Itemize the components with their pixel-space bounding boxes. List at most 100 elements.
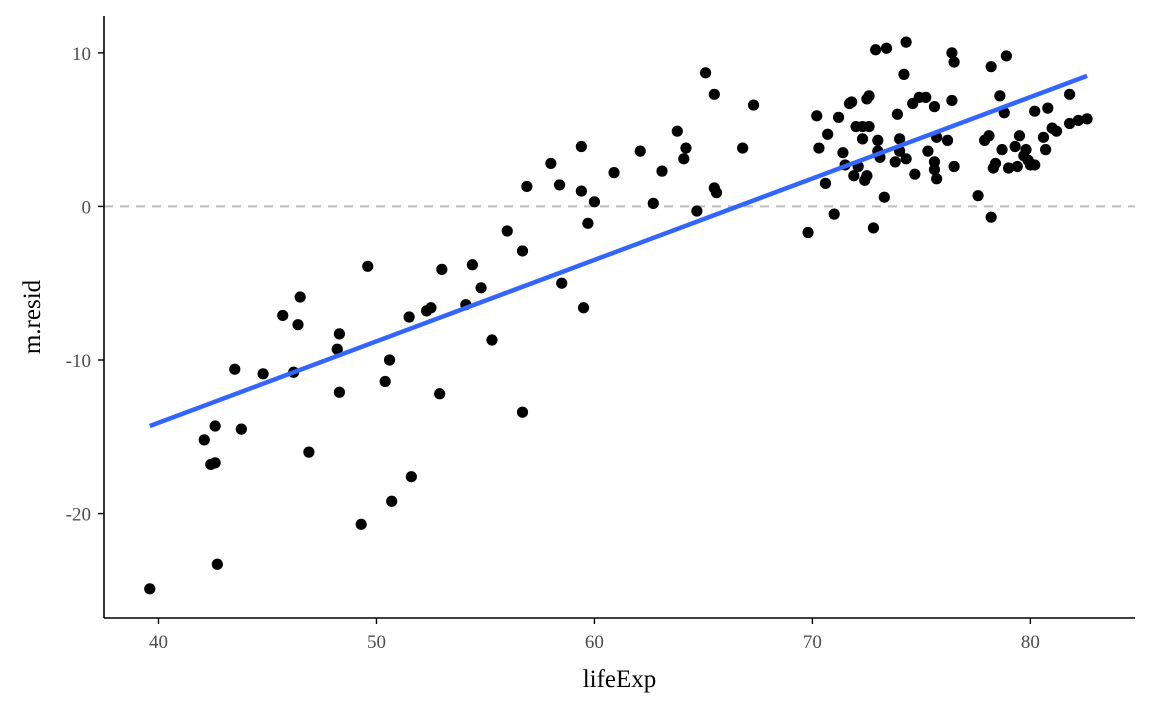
data-point	[678, 153, 690, 165]
data-point	[1029, 159, 1041, 171]
data-point	[553, 179, 566, 191]
data-point	[1020, 144, 1032, 156]
data-point	[889, 156, 901, 168]
data-point	[671, 125, 683, 137]
data-point	[983, 130, 995, 142]
data-point	[802, 226, 814, 239]
data-point	[405, 471, 417, 483]
data-point	[846, 96, 858, 108]
data-point	[848, 170, 860, 182]
data-point	[920, 91, 932, 103]
data-point	[379, 375, 391, 388]
y-tick-label: 10	[72, 44, 91, 65]
data-point	[872, 134, 884, 146]
data-point	[333, 328, 346, 340]
data-point	[1000, 50, 1012, 62]
data-point	[144, 583, 156, 595]
data-point	[209, 457, 221, 469]
data-point	[922, 145, 934, 157]
data-point	[811, 110, 823, 122]
data-point	[1064, 88, 1076, 100]
data-point	[211, 558, 223, 570]
data-point	[737, 142, 749, 154]
x-tick-label: 40	[149, 632, 168, 653]
data-point	[1042, 102, 1054, 114]
data-point	[928, 163, 941, 176]
data-point	[1009, 140, 1021, 153]
data-point	[475, 282, 487, 294]
data-point	[946, 47, 958, 59]
data-point	[1013, 130, 1026, 142]
x-tick-label: 50	[367, 632, 386, 653]
data-point	[575, 140, 587, 153]
data-point	[996, 144, 1008, 156]
y-tick-label: -20	[66, 505, 91, 526]
data-point	[656, 165, 668, 177]
y-tick-label: 0	[82, 197, 92, 218]
x-tick-label: 70	[803, 632, 822, 653]
data-point	[1029, 105, 1041, 117]
data-point	[209, 420, 221, 432]
data-point	[680, 142, 692, 154]
data-point	[941, 134, 954, 146]
data-point	[333, 386, 346, 398]
data-point	[486, 334, 498, 346]
data-point	[575, 185, 587, 197]
data-point	[747, 99, 760, 111]
data-point	[386, 495, 398, 507]
x-axis-ticks: 40 50 60 70 80	[149, 618, 1040, 653]
data-point	[577, 302, 590, 314]
data-point	[822, 128, 834, 140]
data-point	[931, 173, 943, 185]
data-point	[891, 108, 904, 120]
data-point	[608, 167, 620, 179]
data-point	[989, 157, 1002, 170]
data-point	[436, 263, 448, 275]
data-point	[556, 277, 568, 289]
data-point	[1011, 160, 1023, 173]
data-point	[985, 211, 997, 223]
data-point	[434, 388, 446, 400]
data-point	[292, 319, 304, 331]
data-point	[294, 291, 306, 303]
data-point	[691, 205, 703, 217]
y-tick-label: -10	[66, 351, 91, 372]
data-point	[582, 217, 594, 229]
data-point	[362, 260, 374, 272]
data-point	[948, 56, 960, 68]
data-point	[994, 90, 1006, 102]
data-point	[403, 311, 415, 323]
data-point	[545, 157, 557, 170]
data-point	[588, 196, 601, 208]
data-point	[1040, 144, 1052, 156]
data-point	[257, 368, 269, 380]
data-point	[856, 133, 869, 145]
data-point	[516, 245, 529, 257]
data-point	[880, 42, 893, 54]
data-point	[861, 170, 873, 182]
data-point	[1064, 117, 1076, 130]
data-point	[948, 160, 960, 173]
x-tick-label: 80	[1021, 632, 1040, 653]
regression-fit-line	[148, 73, 1088, 429]
data-point	[708, 88, 720, 100]
data-point	[898, 68, 910, 80]
data-point	[867, 222, 880, 234]
data-point	[863, 120, 875, 133]
data-point	[647, 197, 659, 209]
data-point	[383, 354, 396, 366]
data-point	[710, 187, 723, 199]
data-point	[813, 142, 825, 154]
data-point	[634, 145, 646, 157]
data-points	[144, 36, 1093, 595]
data-point	[303, 446, 315, 458]
data-point	[1050, 125, 1063, 137]
data-point	[425, 302, 437, 314]
data-point	[1081, 113, 1093, 125]
y-axis-ticks: -20 -10 0 10	[66, 44, 104, 526]
data-point	[828, 208, 840, 220]
data-point	[331, 343, 343, 355]
data-point	[1072, 114, 1084, 127]
data-point	[516, 406, 529, 418]
